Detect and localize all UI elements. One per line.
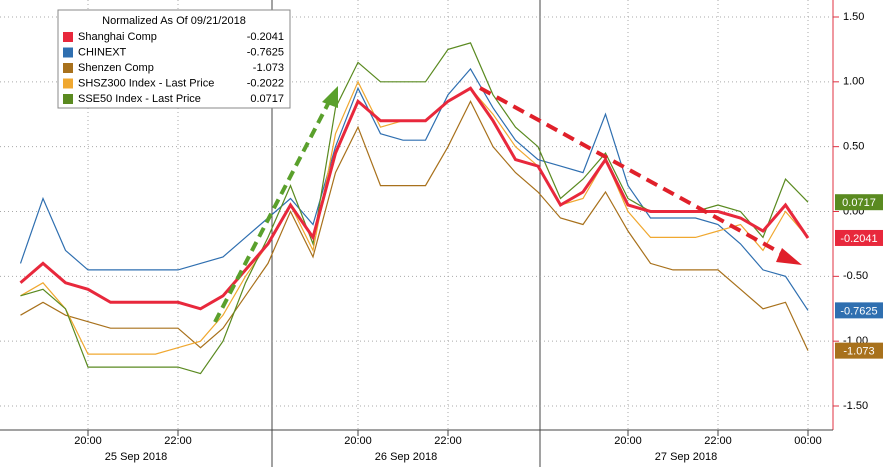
legend: Normalized As Of 09/21/2018 Shanghai Com… xyxy=(57,9,291,109)
legend-label: SHSZ300 Index - Last Price xyxy=(78,77,214,89)
x-tick-label: 22:00 xyxy=(704,435,732,447)
value-tag-label: -1.073 xyxy=(843,346,874,358)
legend-value: -0.2022 xyxy=(247,77,284,89)
value-tag-label: -0.2041 xyxy=(840,233,877,245)
legend-value: -1.073 xyxy=(253,62,284,74)
date-label: 26 Sep 2018 xyxy=(375,451,437,463)
value-tag xyxy=(835,229,883,246)
y-tick-label: 0.50 xyxy=(843,141,864,153)
value-tag-label: -0.7625 xyxy=(840,305,877,317)
legend-label: CHINEXT xyxy=(78,46,127,58)
x-tick-label: 20:00 xyxy=(614,435,642,447)
value-tag-label: 0.0717 xyxy=(842,197,876,209)
y-tick-label: -0.50 xyxy=(843,270,868,282)
legend-swatch xyxy=(63,94,73,104)
x-tick-label: 20:00 xyxy=(74,435,102,447)
up-arrow-head xyxy=(322,86,338,108)
down-arrow xyxy=(479,86,791,260)
x-tick-label: 00:00 xyxy=(794,435,822,447)
x-tick-label: 20:00 xyxy=(344,435,372,447)
y-tick-label: -1.50 xyxy=(843,400,868,412)
series-line xyxy=(19,86,810,311)
legend-label: Shanghai Comp xyxy=(78,31,157,43)
legend-swatch xyxy=(63,78,73,89)
down-arrow-head xyxy=(776,248,802,265)
series-line xyxy=(19,67,809,311)
series-line xyxy=(20,99,809,351)
y-tick-label: 1.00 xyxy=(843,76,864,88)
trend-arrows xyxy=(213,86,802,323)
x-tick-label: 22:00 xyxy=(434,435,462,447)
legend-value: -0.2041 xyxy=(247,31,284,43)
up-arrow xyxy=(213,99,332,323)
value-tag xyxy=(835,302,883,319)
legend-value: -0.7625 xyxy=(247,46,284,58)
date-label: 27 Sep 2018 xyxy=(655,451,717,463)
legend-swatch xyxy=(63,32,73,42)
legend-swatch xyxy=(63,63,73,73)
series-lines xyxy=(19,42,810,375)
y-tick-label: 1.50 xyxy=(843,11,864,23)
legend-label: Shenzen Comp xyxy=(78,62,154,74)
value-tag xyxy=(835,194,883,211)
legend-title: Normalized As Of 09/21/2018 xyxy=(102,15,246,27)
x-tick-label: 22:00 xyxy=(164,435,192,447)
legend-label: SSE50 Index - Last Price xyxy=(78,93,201,105)
legend-swatch xyxy=(63,47,73,58)
date-label: 25 Sep 2018 xyxy=(105,451,167,463)
legend-box xyxy=(57,9,291,109)
value-tag xyxy=(835,342,883,359)
legend-value: 0.0717 xyxy=(250,93,284,105)
